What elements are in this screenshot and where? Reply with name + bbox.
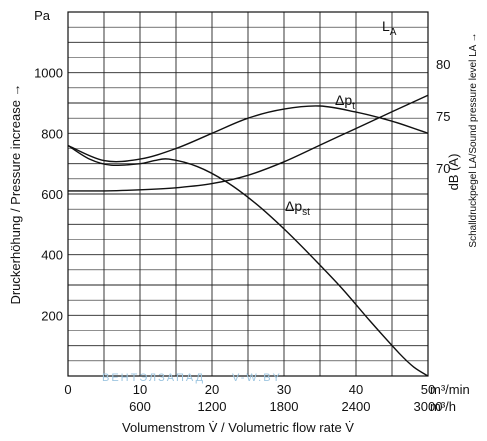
series-line-static-pressure: [67, 144, 429, 377]
x-tick-label-bottom: 1200: [198, 399, 227, 414]
y-tick-label-left: 800: [41, 126, 63, 141]
x-tick-label-bottom: 600: [129, 399, 151, 414]
x-unit-bottom: m³/h: [430, 399, 456, 414]
y-axis-label-right: Schalldruckpegel LA/Sound pressure level…: [468, 32, 479, 247]
series-line-la: [67, 94, 429, 192]
y-ticks-left: 200 400 600 800 1000: [34, 66, 63, 324]
y-tick-label-right: 80: [436, 57, 450, 72]
x-ticks-top: 0 10 20 30 40 50: [64, 382, 435, 397]
x-tick-label-top: 30: [277, 382, 291, 397]
series-label-la: LA: [382, 18, 397, 38]
y-tick-label-left: 600: [41, 187, 63, 202]
x-tick-label-top: 0: [64, 382, 71, 397]
x-unit-top: m³/min: [430, 382, 470, 397]
curves: LA Δpt Δpst: [67, 18, 429, 377]
watermark-site: V-W.BY: [232, 372, 282, 384]
x-tick-label-bottom: 3000: [414, 399, 443, 414]
watermark: ВЕНТЭЛЗАПАД: [102, 372, 205, 384]
y-unit-left: Pa: [34, 8, 51, 23]
series-label-static-pressure: Δpst: [285, 198, 310, 218]
x-tick-label-top: 20: [205, 382, 219, 397]
grid: [68, 12, 428, 376]
y-tick-label-left: 1000: [34, 66, 63, 81]
y-tick-label-left: 400: [41, 248, 63, 263]
y-ticks-right: 70 75 80: [436, 57, 450, 176]
x-ticks-bottom: 600 1200 1800 2400 3000: [129, 399, 442, 414]
x-tick-label-bottom: 1800: [270, 399, 299, 414]
y-tick-label-right: 75: [436, 109, 450, 124]
x-tick-label-top: 10: [133, 382, 147, 397]
x-tick-label-bottom: 2400: [342, 399, 371, 414]
x-tick-label-top: 50: [421, 382, 435, 397]
y-tick-label-left: 200: [41, 308, 63, 323]
y-unit-right: dB (A): [446, 154, 461, 191]
y-axis-label-left: Druckerhöhung / Pressure increase →: [8, 83, 23, 304]
y-tick-label-right: 70: [436, 161, 450, 176]
x-axis-label: Volumenstrom V̇ / Volumetric flow rate V…: [122, 420, 354, 435]
plot-frame: [67, 11, 429, 377]
series-label-total-pressure: Δpt: [335, 92, 355, 112]
x-tick-label-top: 40: [349, 382, 363, 397]
series-line-total-pressure: [67, 105, 429, 163]
